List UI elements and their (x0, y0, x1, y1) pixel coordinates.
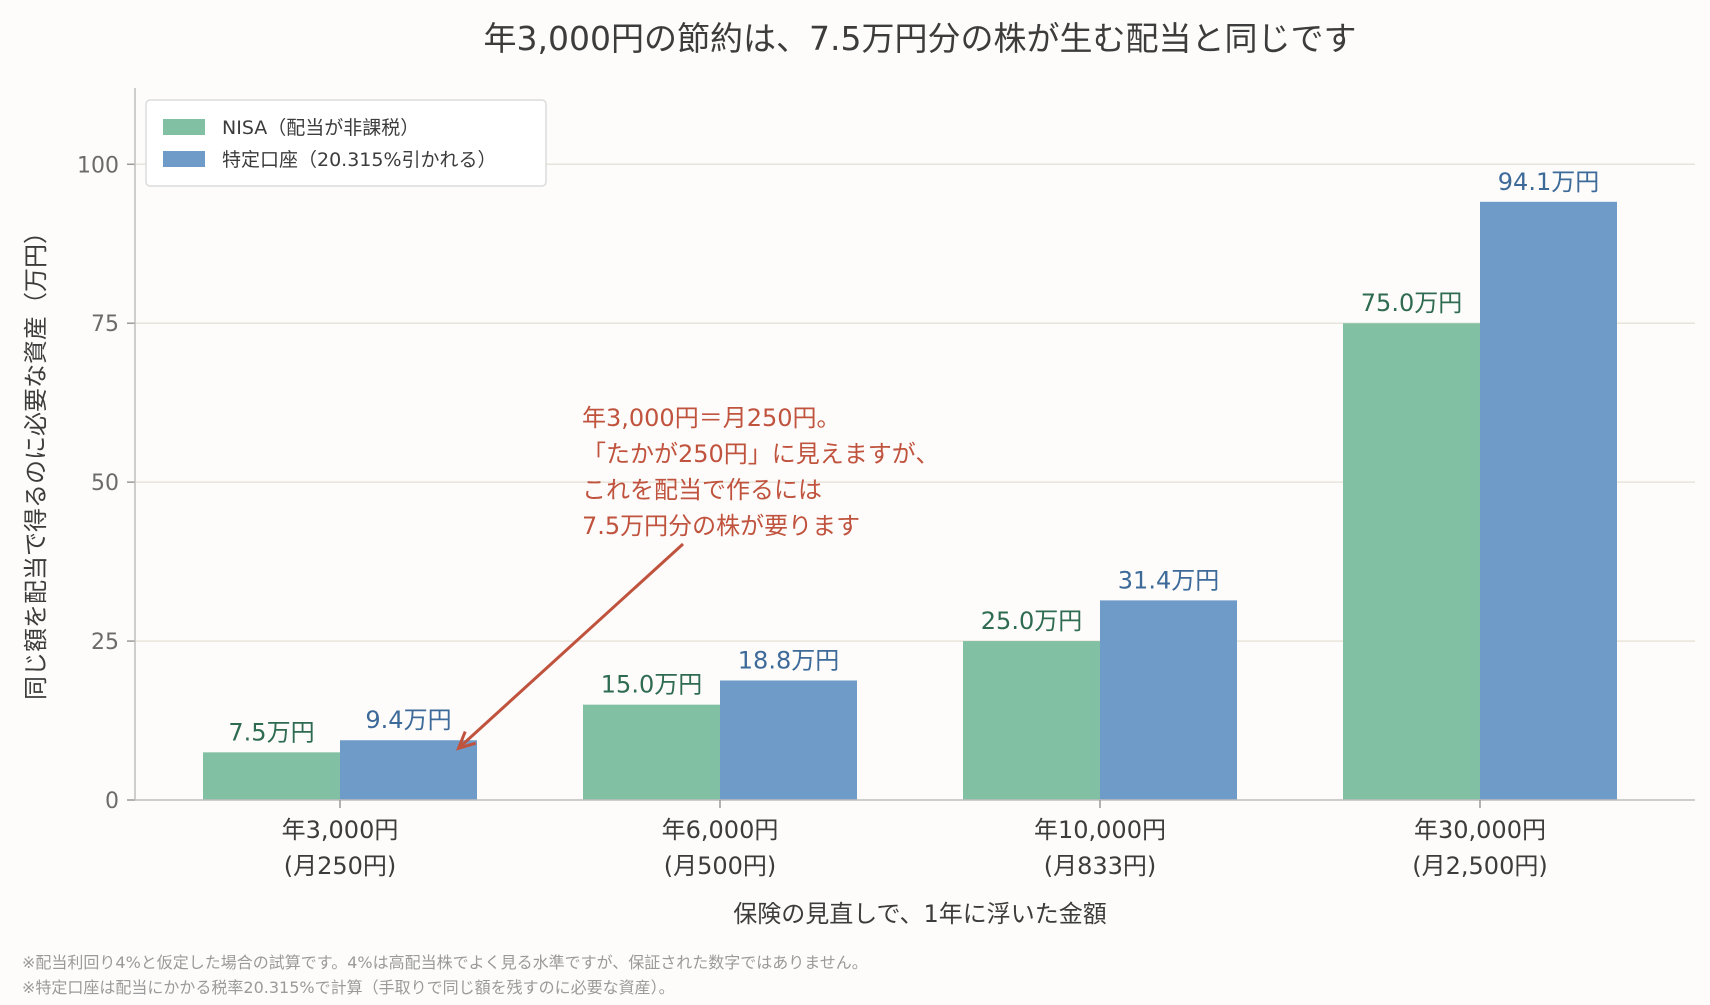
chart-text: 年3,000円の節約は、7.5万円分の株が生む配当と同じです 保険の見直しで、1… (22, 19, 1356, 997)
bar-value-label: 15.0万円 (601, 671, 702, 699)
y-axis-label: 同じ額を配当で得るのに必要な資産（万円） (22, 220, 50, 700)
axes: 0 25 50 75 100 年3,000円 (月250円) 年6,000円 (月500円) 年1… (77, 88, 1695, 880)
x-tick-label: 年30,000円 (1414, 816, 1546, 844)
y-tick-label: 0 (105, 789, 119, 814)
bar-tokutei (340, 740, 477, 800)
y-tick-label: 50 (91, 471, 119, 496)
footnote-1: ※配当利回り4%と仮定した場合の試算です。4%は高配当株でよく見る水準ですが、保… (22, 953, 868, 972)
legend: NISA（配当が非課税） 特定口座（20.315%引かれる） (145, 99, 547, 187)
bar-tokutei (1100, 600, 1237, 800)
annotation-text-line: 年3,000円＝月250円。 (582, 404, 841, 432)
annotation-text-line: 7.5万円分の株が要ります (582, 512, 860, 540)
x-tick-label: (月500円) (664, 852, 777, 880)
bar-value-label: 31.4万円 (1118, 566, 1219, 594)
bar-labels: 7.5万円 15.0万円 25.0万円 75.0万円 9.4万円 18.8万円 31.4万円… (228, 168, 1599, 747)
x-tick-label: 年3,000円 (282, 816, 399, 844)
annotation-text-line: これを配当で作るには (582, 476, 822, 504)
bar-value-label: 18.8万円 (738, 646, 839, 674)
x-tick-label: (月2,500円) (1412, 852, 1547, 880)
bar-value-label: 75.0万円 (1361, 289, 1462, 317)
bar-value-label: 25.0万円 (981, 607, 1082, 635)
annotation: 年3,000円＝月250円。「たかが250円」に見えますが、これを配当で作るには… (455, 404, 939, 751)
x-tick-label: 年6,000円 (662, 816, 779, 844)
bar-nisa (963, 641, 1100, 800)
legend-entry: 特定口座（20.315%引かれる） (222, 149, 497, 171)
bars (203, 201, 1617, 801)
y-tick-label: 100 (77, 153, 119, 178)
legend-box (145, 99, 547, 187)
annotation-arrowhead (455, 730, 477, 751)
bar-value-label: 7.5万円 (228, 718, 314, 746)
bar-nisa (583, 704, 720, 800)
footnote-2: ※特定口座は配当にかかる税率20.315%で計算（手取りで同じ額を残すのに必要な… (22, 978, 675, 997)
chart-title: 年3,000円の節約は、7.5万円分の株が生む配当と同じです (484, 19, 1357, 58)
bar-tokutei (1480, 201, 1617, 801)
annotation-arrow (457, 542, 685, 750)
x-tick-label: 年10,000円 (1034, 816, 1166, 844)
y-tick-label: 25 (91, 630, 119, 655)
legend-swatch (163, 119, 205, 135)
x-tick-label: (月833円) (1044, 852, 1157, 880)
legend-swatch (163, 151, 205, 167)
legend-entry: NISA（配当が非課税） (222, 117, 419, 139)
x-axis-label: 保険の見直しで、1年に浮いた金額 (733, 900, 1107, 928)
bar-value-label: 94.1万円 (1498, 168, 1599, 196)
bar-nisa (1343, 323, 1480, 800)
bar-tokutei (720, 680, 857, 800)
y-tick-label: 75 (91, 312, 119, 337)
bar-nisa (203, 752, 340, 800)
annotation-text-line: 「たかが250円」に見えますが、 (582, 440, 939, 468)
bar-value-label: 9.4万円 (365, 706, 451, 734)
x-tick-label: (月250円) (284, 852, 397, 880)
